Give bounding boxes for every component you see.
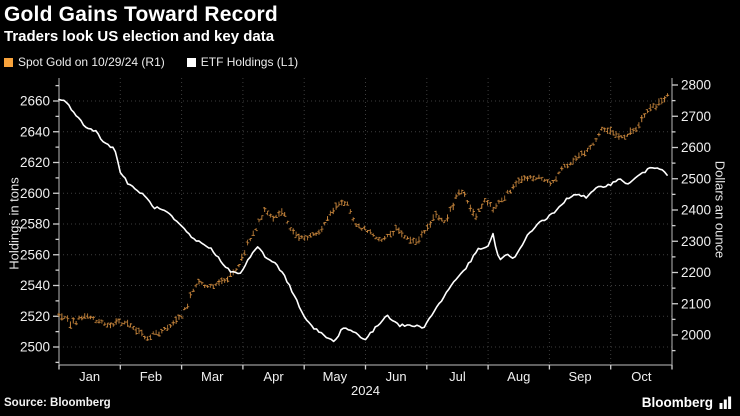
svg-text:2800: 2800 — [681, 78, 711, 93]
legend-label-spot-gold: Spot Gold on 10/29/24 (R1) — [18, 55, 165, 69]
bloomberg-brand: Bloomberg — [642, 395, 732, 410]
legend-label-etf-holdings: ETF Holdings (L1) — [200, 55, 299, 69]
svg-text:May: May — [323, 369, 348, 384]
svg-text:2600: 2600 — [20, 186, 50, 201]
svg-text:2580: 2580 — [20, 217, 50, 232]
svg-text:Mar: Mar — [201, 369, 224, 384]
svg-text:2520: 2520 — [20, 309, 50, 324]
svg-text:2540: 2540 — [20, 278, 50, 293]
svg-text:2500: 2500 — [20, 340, 50, 355]
svg-text:2500: 2500 — [681, 171, 711, 186]
svg-text:2620: 2620 — [20, 155, 50, 170]
source-attribution: Source: Bloomberg — [4, 397, 111, 409]
svg-text:2024: 2024 — [351, 383, 380, 398]
chart-legend: Spot Gold on 10/29/24 (R1) ETF Holdings … — [4, 55, 298, 69]
svg-text:2660: 2660 — [20, 94, 50, 109]
svg-text:2640: 2640 — [20, 124, 50, 139]
svg-text:2200: 2200 — [681, 265, 711, 280]
svg-text:Jul: Jul — [449, 369, 466, 384]
svg-text:Apr: Apr — [263, 369, 284, 384]
page-subtitle: Traders look US election and key data — [4, 28, 275, 45]
svg-text:2700: 2700 — [681, 109, 711, 124]
svg-text:Sep: Sep — [568, 369, 591, 384]
svg-text:2560: 2560 — [20, 247, 50, 262]
legend-item-etf-holdings: ETF Holdings (L1) — [186, 55, 299, 69]
spot-gold-swatch-icon — [4, 57, 13, 67]
legend-item-spot-gold: Spot Gold on 10/29/24 (R1) — [4, 55, 165, 69]
svg-text:2300: 2300 — [681, 234, 711, 249]
svg-text:Jan: Jan — [79, 369, 100, 384]
bloomberg-bars-icon — [719, 396, 732, 409]
svg-text:2600: 2600 — [681, 140, 711, 155]
svg-text:2100: 2100 — [681, 296, 711, 311]
svg-text:Aug: Aug — [507, 369, 530, 384]
bloomberg-wordmark: Bloomberg — [641, 395, 713, 410]
svg-text:2000: 2000 — [681, 328, 711, 343]
svg-text:2400: 2400 — [681, 203, 711, 218]
svg-text:Oct: Oct — [631, 369, 652, 384]
page-title: Gold Gains Toward Record — [4, 3, 278, 26]
svg-text:Feb: Feb — [140, 369, 162, 384]
etf-holdings-swatch-icon — [186, 57, 196, 67]
svg-text:Jun: Jun — [386, 369, 407, 384]
